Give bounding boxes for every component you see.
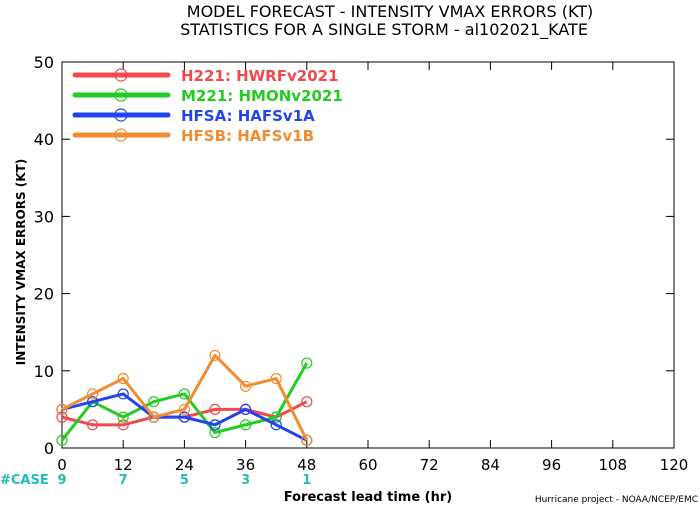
x-tick-label: 0	[57, 456, 67, 474]
data-point-hfsa	[240, 403, 252, 415]
data-point-hfsb	[301, 434, 313, 446]
y-tick-label: 30	[34, 207, 54, 226]
y-tick-label: 50	[34, 53, 54, 72]
data-point-hfsa	[86, 396, 99, 408]
data-point-hfsb	[178, 403, 190, 415]
x-axis: 0 12 24 36 48 60 72 84 96 108 120	[57, 62, 688, 474]
data-point-m221	[209, 426, 221, 439]
data-point-m221	[270, 411, 282, 423]
legend-label: HFSA: HAFSv1A	[181, 107, 315, 125]
y-axis: 0 10 20 30 40 50	[34, 53, 674, 458]
data-point-hfsb	[148, 411, 160, 423]
x-tick-label: 48	[297, 456, 316, 474]
data-point-hfsa	[117, 388, 129, 400]
chart-title: MODEL FORECAST - INTENSITY VMAX ERRORS (…	[187, 2, 593, 21]
case-label: #CASE	[0, 473, 49, 488]
data-point-h221	[209, 403, 221, 415]
series-layer	[56, 349, 313, 446]
legend-item-m221: M221: HMONv2021	[72, 87, 343, 105]
data-point-m221	[56, 434, 68, 446]
data-point-hfsb	[270, 372, 282, 385]
data-point-m221	[117, 411, 129, 423]
data-point-hfsb	[117, 372, 129, 385]
data-point-hfsa	[209, 419, 221, 431]
data-point-hfsa	[270, 419, 282, 431]
plot-area: 0 12 24 36 48 60 72 84 96 108 120 0 10 20 30 40 50 H221…	[34, 53, 689, 474]
legend-item-hfsb: HFSB: HAFSv1B	[72, 127, 314, 145]
legend: H221: HWRFv2021 M221: HMONv2021 HFSA: HAFS…	[72, 67, 343, 145]
data-point-hfsb	[209, 349, 221, 361]
data-point-hfsb	[56, 403, 68, 415]
y-tick-label: 20	[34, 285, 54, 304]
legend-label: HFSB: HAFSv1B	[181, 127, 314, 145]
x-tick-label: 36	[236, 456, 255, 474]
data-point-h221	[301, 396, 313, 408]
legend-marker	[114, 68, 128, 82]
x-tick-label: 96	[542, 456, 561, 474]
chart-subtitle: STATISTICS FOR A SINGLE STORM - al102021…	[180, 20, 588, 40]
credit-text: Hurricane project - NOAA/NCEP/EMC	[535, 495, 698, 505]
x-tick-label: 72	[420, 456, 439, 474]
plot-frame	[61, 61, 675, 449]
series-line-hfsb	[61, 353, 309, 441]
legend-marker	[114, 108, 128, 122]
y-axis-label: INTENSITY VMAX ERRORS (KT)	[14, 159, 28, 365]
x-tick-label: 60	[358, 456, 377, 474]
x-tick-label: 120	[660, 456, 689, 474]
data-point-m221	[148, 396, 160, 408]
data-point-h221	[86, 419, 99, 431]
y-tick-label: 40	[34, 130, 54, 149]
data-point-m221	[178, 388, 190, 400]
data-point-hfsa	[178, 411, 190, 423]
case-count: 1	[302, 473, 311, 488]
y-tick-label: 0	[44, 439, 54, 458]
data-point-m221	[301, 357, 313, 369]
legend-label: H221: HWRFv2021	[181, 67, 339, 85]
x-axis-label: Forecast lead time (hr)	[284, 490, 452, 505]
series-hfsb	[56, 349, 313, 446]
data-point-hfsb	[240, 380, 252, 392]
x-tick-label: 108	[598, 456, 627, 474]
case-count: 3	[241, 473, 250, 488]
data-point-m221	[240, 419, 252, 431]
data-point-hfsb	[86, 388, 99, 400]
data-point-h221	[56, 411, 68, 423]
legend-item-h221: H221: HWRFv2021	[72, 67, 339, 85]
legend-label: M221: HMONv2021	[181, 87, 343, 105]
data-point-h221	[117, 419, 129, 431]
series-line-hfsa	[61, 392, 308, 442]
case-count: 9	[57, 473, 66, 488]
x-tick-label: 84	[481, 456, 500, 474]
x-tick-label: 12	[114, 456, 133, 474]
y-tick-label: 10	[34, 362, 54, 381]
case-count: 5	[180, 473, 189, 488]
legend-marker	[114, 128, 128, 142]
legend-item-hfsa: HFSA: HAFSv1A	[72, 107, 315, 125]
legend-marker	[114, 88, 128, 102]
x-tick-label: 24	[175, 456, 194, 474]
case-count: 7	[119, 473, 128, 488]
case-counts: #CASE 9 7 5 3 1	[0, 473, 311, 488]
